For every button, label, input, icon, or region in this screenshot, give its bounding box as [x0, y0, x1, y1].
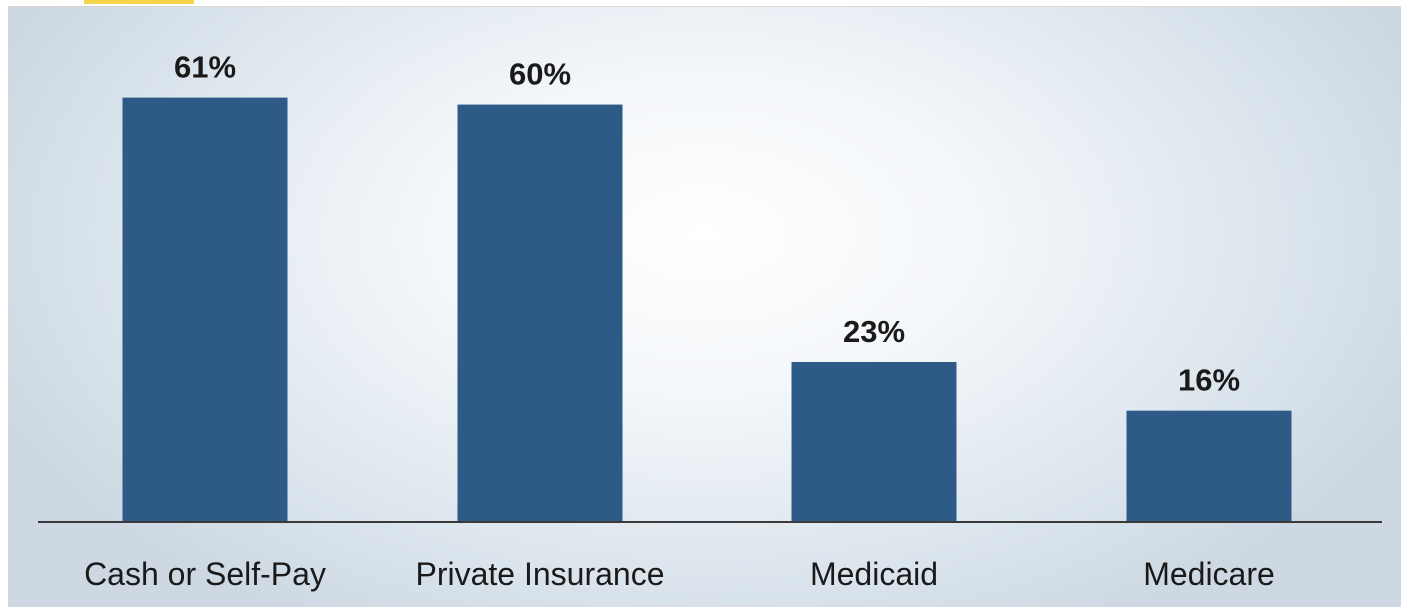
data-label-private-insurance: 60%: [509, 57, 571, 92]
category-label-medicare: Medicare: [1143, 556, 1275, 592]
category-label-cash-or-self-pay: Cash or Self-Pay: [84, 556, 326, 592]
bar-medicaid: [791, 361, 957, 522]
bars-group: [122, 97, 1292, 523]
bar-medicare: [1126, 410, 1292, 522]
data-label-medicaid: 23%: [843, 314, 905, 349]
category-label-private-insurance: Private Insurance: [415, 556, 664, 592]
data-labels-group: 61% 60% 23% 16%: [174, 50, 1240, 398]
bar-private-insurance: [457, 104, 623, 523]
data-label-cash-or-self-pay: 61%: [174, 50, 236, 85]
category-labels-group: Cash or Self-Pay Private Insurance Medicai…: [84, 556, 1275, 592]
corner-accent: [84, 0, 194, 4]
bar-cash-or-self-pay: [122, 97, 288, 522]
data-label-medicare: 16%: [1178, 363, 1240, 398]
category-label-medicaid: Medicaid: [810, 556, 938, 592]
